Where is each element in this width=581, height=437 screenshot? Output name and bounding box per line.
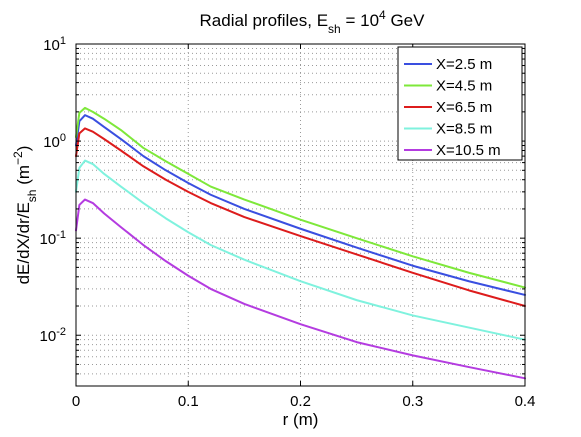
legend-label: X=2.5 m <box>436 56 492 73</box>
x-tick-label: 0.2 <box>290 393 311 410</box>
x-tick-label: 0.1 <box>178 393 199 410</box>
y-tick-label: 10-2 <box>40 326 66 345</box>
chart-title: Radial profiles, Esh = 104 GeV <box>200 8 426 36</box>
y-tick-label: 10-1 <box>40 229 66 248</box>
series-line-5 <box>75 198 526 380</box>
series-line-1 <box>75 114 526 296</box>
y-tick-label: 100 <box>43 132 66 151</box>
legend-label: X=10.5 m <box>436 142 501 159</box>
x-axis-label: r (m) <box>283 410 319 429</box>
legend-label: X=6.5 m <box>436 99 492 116</box>
x-tick-label: 0 <box>72 393 80 410</box>
y-tick-label: 101 <box>43 35 66 54</box>
series-line-4 <box>75 159 526 341</box>
series-line-2 <box>75 106 526 289</box>
legend-box <box>397 46 523 161</box>
legend-label: X=8.5 m <box>436 121 492 138</box>
series-line-3 <box>75 127 526 308</box>
x-tick-label: 0.3 <box>402 393 423 410</box>
x-tick-label: 0.4 <box>515 393 536 410</box>
y-axis-label: dE/dX/dr/Esh (m−2) <box>11 146 39 285</box>
legend: X=2.5 m X=4.5 m X=6.5 m X=8.5 m X=10.5 m <box>397 46 523 161</box>
series-layer <box>75 106 526 380</box>
legend-label: X=4.5 m <box>436 78 492 95</box>
tick-layer: 0 0.1 0.2 0.3 0.4 10-2 10-1 100 101 <box>40 35 536 410</box>
